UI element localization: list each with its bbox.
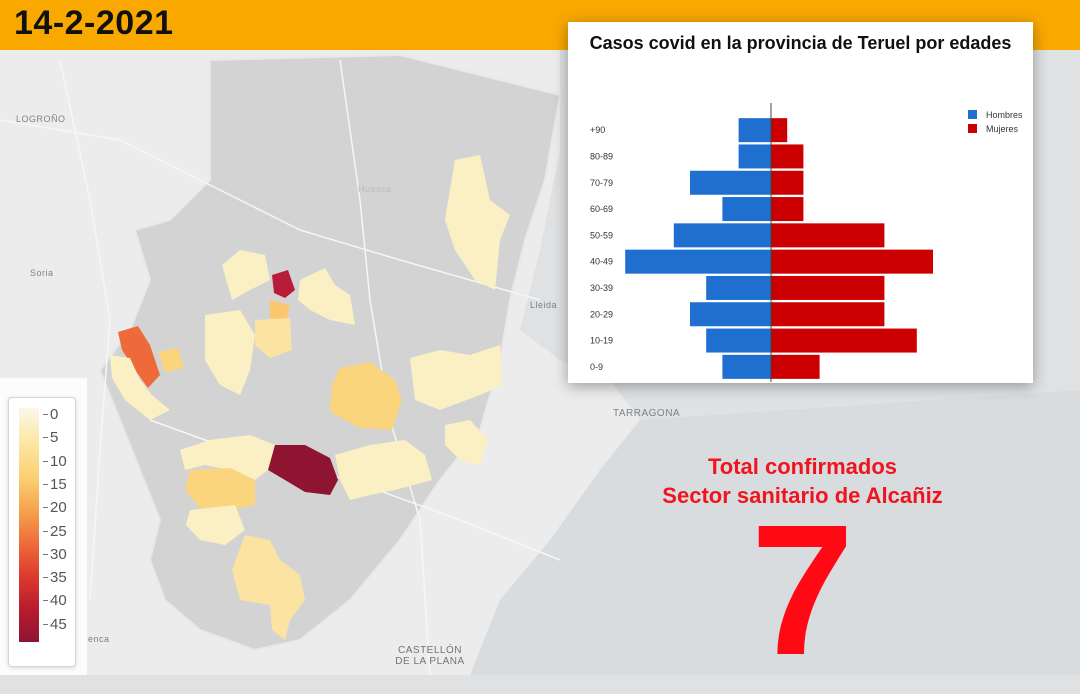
legend-label: 40 (50, 592, 67, 610)
sea-area (470, 390, 1080, 675)
total-value: 7 (750, 487, 855, 694)
bar-hombres (706, 328, 771, 353)
legend-label: 30 (50, 545, 67, 563)
bar-hombres (625, 249, 771, 274)
legend-label: 20 (50, 499, 67, 517)
bar-hombres (738, 118, 771, 143)
city-label-castellon-line2: DE LA PLANA (395, 656, 465, 667)
legend-tick (43, 600, 48, 602)
bar-hombres (673, 223, 771, 248)
legend-swatch (968, 124, 977, 133)
bar-mujeres (771, 328, 917, 353)
y-tick-label: 20-29 (590, 309, 613, 319)
legend-tick (43, 414, 48, 415)
legend-tick (43, 553, 48, 555)
city-label-castellon-line1: CASTELLÓN (398, 645, 462, 656)
y-tick-label: 50-59 (590, 230, 613, 240)
legend-tick (43, 530, 48, 532)
color-scale-legend: 0 5 10 15 20 25 30 35 40 45 (8, 397, 76, 667)
bar-mujeres (771, 118, 788, 143)
legend-label: 45 (50, 615, 67, 633)
pyramid-svg: +90 80-89 70-79 60-69 50-59 40-49 30-39 20-29 10… (590, 103, 1023, 382)
y-tick-label: 30-39 (590, 283, 613, 293)
total-subtitle: Sector sanitario de Alcañiz (662, 483, 943, 508)
legend-tick (43, 577, 48, 579)
bar-mujeres (771, 275, 885, 300)
legend-label: 5 (50, 429, 59, 447)
city-label-tarragona: TARRAGONA (613, 408, 681, 419)
age-pyramid-chart: Casos covid en la provincia de Teruel po… (568, 22, 1033, 383)
city-label-lleida: Lleida (530, 300, 558, 310)
city-label-castellon: CASTELLÓN DE LA PLANA (390, 645, 470, 667)
y-tick-label: +90 (590, 125, 605, 135)
bar-mujeres (771, 354, 820, 379)
bar-mujeres (771, 302, 885, 327)
bar-mujeres (771, 170, 804, 195)
y-tick-label: 80-89 (590, 151, 613, 161)
legend-tick (43, 507, 48, 509)
legend-label: 35 (50, 569, 67, 587)
background-map (0, 50, 1080, 675)
legend-entry: Mujeres (986, 124, 1019, 134)
chart-title: Casos covid en la provincia de Teruel po… (589, 33, 1012, 53)
city-label-logrono: LOGROÑO (16, 114, 66, 124)
bar-hombres (722, 197, 771, 222)
bar-hombres (706, 275, 771, 300)
bar-mujeres (771, 197, 804, 222)
y-tick-label: 40-49 (590, 257, 613, 267)
legend-label: 25 (50, 522, 67, 540)
legend-label: 0 (50, 406, 59, 423)
legend-entry: Hombres (986, 110, 1023, 120)
bar-mujeres (771, 144, 804, 169)
y-tick-label: 10-19 (590, 336, 613, 346)
legend-tick (43, 437, 48, 439)
y-tick-label: 60-69 (590, 204, 613, 214)
legend-swatch (968, 110, 977, 119)
total-block: Total confirmados Sector sanitario de Al… (640, 452, 965, 510)
color-scale-bar (19, 408, 39, 642)
city-label-huesca: Huesca (358, 184, 392, 194)
date-label: 14-2-2021 (14, 4, 174, 42)
bar-hombres (738, 144, 771, 169)
legend-tick (43, 460, 48, 462)
legend-label: 15 (50, 475, 67, 493)
bar-hombres (722, 354, 771, 379)
bar-hombres (690, 302, 771, 327)
total-title: Total confirmados (707, 454, 898, 479)
bar-mujeres (771, 249, 933, 274)
bar-mujeres (771, 223, 885, 248)
municipalities (110, 155, 510, 640)
legend-tick (43, 483, 48, 485)
y-tick-label: 0-9 (590, 362, 603, 372)
bar-hombres (690, 170, 771, 195)
y-tick-label: 70-79 (590, 178, 613, 188)
legend-tick (43, 623, 48, 625)
city-label-cuenca: enca (88, 634, 110, 644)
legend-label: 10 (50, 452, 67, 470)
city-label-soria: Soria (30, 268, 54, 278)
